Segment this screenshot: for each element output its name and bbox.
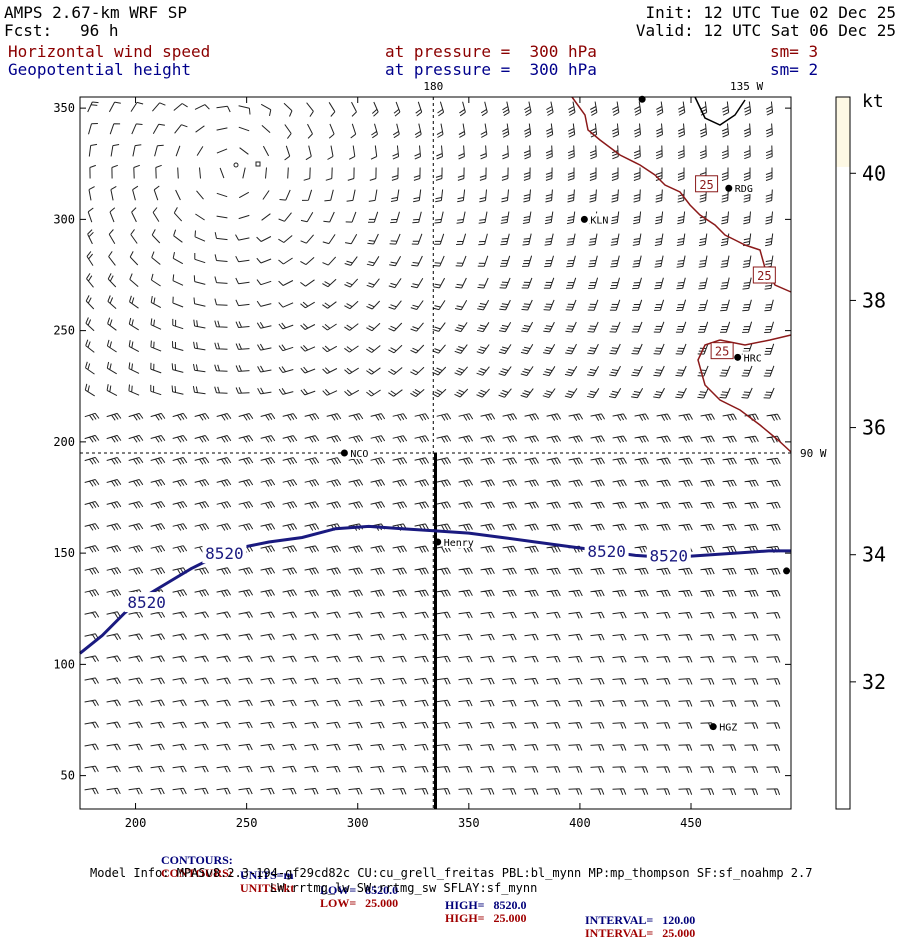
field1-level: at pressure = 300 hPa (385, 42, 597, 61)
wind-map-chart: 25 25 25 180 135 W 90 W 8520 8520 8520 8520 NCO… (53, 80, 886, 830)
colorbar-tick-label: 34 (862, 543, 886, 567)
contour-label-bg (202, 543, 247, 564)
contour-units: UNITS=m (240, 868, 294, 882)
isotach-label: 25 (715, 345, 729, 359)
y-tick-label: 50 (61, 769, 75, 783)
model-info: Model Info: MPASv8.2.3-194-gf29cd82c CU:… (90, 866, 813, 880)
isotach-interval: INTERVAL= 25.000 (585, 926, 696, 940)
contour-low: LOW= 8520.0 (320, 883, 399, 897)
colorbar: kt 32 34 36 38 40 (835, 91, 886, 810)
calm-marker (255, 161, 261, 167)
isotach-label: 25 (699, 178, 713, 192)
colorbar-tick-label: 40 (862, 161, 886, 185)
footer-row2: CONTOURS: UNITS=kt LOW= 25.000 HIGH= 25.… (155, 851, 695, 941)
station-dot (434, 538, 442, 546)
reference-lines: 180 135 W 90 W (80, 80, 827, 809)
wind-barbs (84, 101, 781, 796)
contour-label-bg (584, 540, 629, 561)
station-label: Henry (444, 538, 474, 549)
field2-level: at pressure = 300 hPa (385, 60, 597, 79)
field2-smoothing: sm= 2 (770, 60, 819, 79)
isotach-line (697, 339, 792, 453)
station-label-bg (442, 536, 478, 548)
height-contour: 8520 8520 8520 8520 (79, 524, 791, 655)
station-label-bg (589, 213, 612, 226)
contour-label: 8520 (650, 546, 689, 565)
y-tick-label: 350 (53, 101, 75, 115)
colorbar-tick-label: 36 (862, 416, 886, 440)
isotach-lines: 25 25 25 (571, 96, 792, 453)
colorbar-tick-label: 32 (862, 670, 886, 694)
station-dot (725, 184, 733, 192)
contour-label: 8520 (127, 593, 166, 612)
parallel-label: 90 W (800, 447, 827, 460)
isotach-label: CONTOURS: (161, 866, 233, 880)
forecast-label: Fcst: (4, 21, 53, 40)
plot-frame (79, 96, 792, 810)
station-label: NCO (350, 449, 368, 460)
station-label: HRC (744, 353, 762, 364)
contour-label-bg (646, 545, 691, 566)
station-label-bg (733, 182, 756, 195)
station-label-bg (349, 447, 372, 459)
model-info-physics: LW:rrtmg_lw SW:rrtmg_sw SFLAY:sf_mynn (270, 881, 538, 895)
y-tick-label: 150 (53, 546, 75, 560)
isotach-label-box (752, 266, 776, 284)
isotach-line (571, 96, 792, 293)
colorbar-tick-label: 38 (862, 288, 886, 312)
colorbar-frame (835, 96, 851, 810)
meridian-label: 180 (423, 80, 443, 93)
field1-name: Horizontal wind speed (8, 42, 211, 61)
y-tick-label: 300 (53, 212, 75, 226)
wind-barb-field (84, 101, 781, 796)
valid-time: Valid: 12 UTC Sat 06 Dec 25 (635, 21, 896, 40)
contour-label: 8520 (205, 544, 244, 563)
x-tick-label: 250 (236, 816, 258, 830)
colorbar-shade (836, 97, 850, 167)
x-tick-label: 300 (347, 816, 369, 830)
forecast-hour: 96 h (80, 21, 119, 40)
isotach-low: LOW= 25.000 (320, 896, 399, 910)
coast-line (694, 96, 746, 126)
contour-label: 8520 (587, 542, 626, 561)
station-dot (734, 353, 742, 361)
station-label: KLN (590, 215, 608, 226)
y-tick-label: 100 (53, 657, 75, 671)
y-tick-label: 250 (53, 324, 75, 338)
model-title: AMPS 2.67-km WRF SP (4, 3, 188, 22)
isotach-high: HIGH= 25.000 (445, 911, 527, 925)
station-label: RDG (735, 184, 753, 195)
station-dot (709, 723, 717, 731)
contour-label: CONTOURS: (161, 853, 233, 867)
x-tick-label: 450 (680, 816, 702, 830)
init-time: Init: 12 UTC Tue 02 Dec 25 (645, 3, 896, 22)
calm-marker (233, 162, 239, 168)
stations: NCO Henry KLN RDG HRC HGZ (340, 95, 791, 734)
isotach-label: 25 (757, 269, 771, 283)
x-tick-label: 350 (458, 816, 480, 830)
field2-name: Geopotential height (8, 60, 192, 79)
isotach-label-box (695, 175, 719, 193)
station-label: HGZ (719, 723, 737, 734)
x-tick-label: 200 (125, 816, 147, 830)
station-label-bg (742, 351, 765, 364)
station-dot (580, 215, 588, 223)
isotach-units: UNITS=kt (240, 881, 295, 895)
station-dot (783, 567, 791, 575)
axes: 200 250 300 350 400 450 50 100 150 200 250 300 350 (53, 96, 792, 830)
isotach-label-box (710, 342, 734, 360)
meridian-label: 135 W (730, 80, 763, 93)
contour-label-bg (124, 592, 169, 613)
station-dot (340, 449, 348, 457)
field1-smoothing: sm= 3 (770, 42, 819, 61)
y-tick-label: 200 (53, 435, 75, 449)
x-tick-label: 400 (569, 816, 591, 830)
colorbar-unit: kt (862, 91, 884, 112)
station-label-bg (718, 720, 741, 733)
